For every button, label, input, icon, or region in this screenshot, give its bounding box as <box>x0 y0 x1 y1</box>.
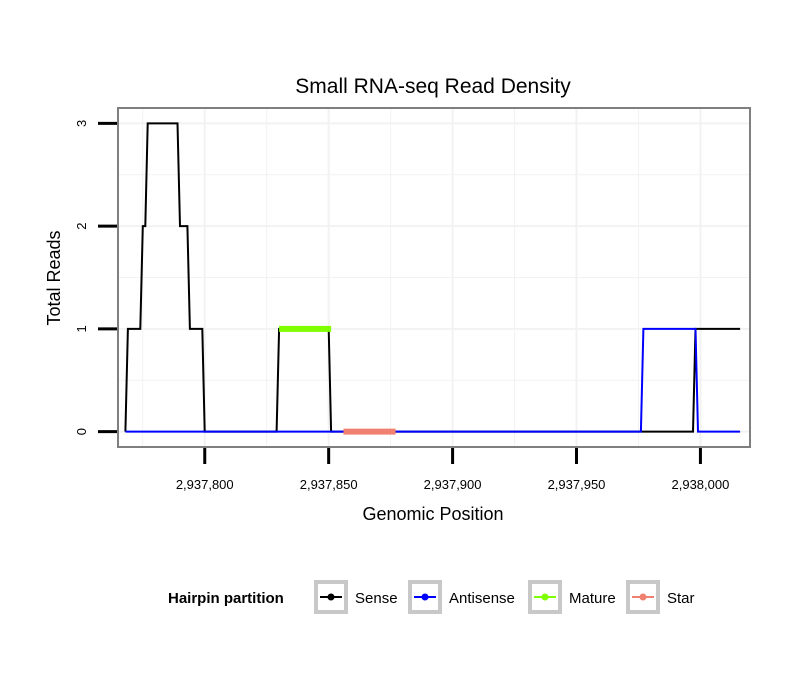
legend-label-antisense: Antisense <box>449 590 515 607</box>
x-axis: 2,937,800 2,937,850 2,937,900 2,937,950 2,93… <box>176 448 730 492</box>
plot-border <box>117 107 751 448</box>
legend-label-sense: Sense <box>355 590 398 607</box>
y-axis: 0 1 2 3 <box>74 120 117 435</box>
legend-key-dot <box>639 593 647 601</box>
legend-key-dot <box>421 593 429 601</box>
y-tick-label: 2 <box>74 223 89 230</box>
legend-label-mature: Mature <box>569 590 616 607</box>
series-group <box>124 122 741 435</box>
x-tick-label: 2,937,800 <box>176 477 234 492</box>
legend: Hairpin partition Sense Antisense Mature St… <box>168 580 695 614</box>
y-tick-label: 1 <box>74 325 89 332</box>
y-axis-title: Total Reads <box>44 230 64 325</box>
y-tick-label: 0 <box>74 428 89 435</box>
legend-key-dot <box>327 593 335 601</box>
legend-key-dot <box>541 593 549 601</box>
x-axis-title: Genomic Position <box>362 504 503 524</box>
legend-label-star: Star <box>667 590 695 607</box>
x-tick-label: 2,938,000 <box>672 477 730 492</box>
x-tick-label: 2,937,900 <box>424 477 482 492</box>
legend-title: Hairpin partition <box>168 590 284 607</box>
y-tick-label: 3 <box>74 120 89 127</box>
series-line-antisense <box>125 327 741 433</box>
chart-title: Small RNA-seq Read Density <box>295 75 571 98</box>
x-tick-label: 2,937,950 <box>548 477 606 492</box>
x-tick-label: 2,937,850 <box>300 477 358 492</box>
